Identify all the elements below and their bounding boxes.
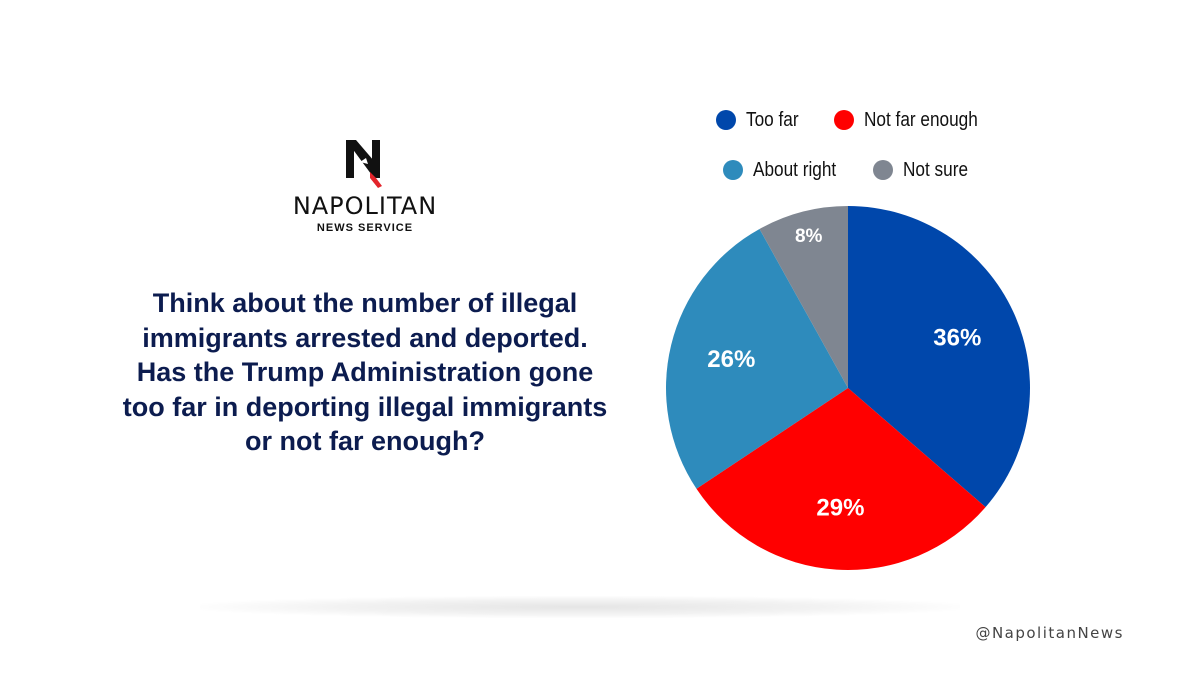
legend-swatch — [716, 110, 736, 130]
pie-data-label: 29% — [816, 494, 864, 521]
card-shadow — [200, 596, 960, 618]
pie-slice-not-far-enough — [696, 388, 986, 570]
legend-label: Not sure — [903, 158, 969, 181]
legend-label: About right — [753, 158, 837, 181]
survey-question: Think about the number of illegal immigr… — [122, 288, 608, 456]
pie-slice-not-sure — [759, 206, 848, 388]
legend-item-too-far: Too far — [716, 105, 807, 135]
napolitan-n-mark-icon — [346, 140, 382, 188]
legend-item-not-far-enough: Not far enough — [834, 105, 996, 135]
pie-data-label: 36% — [933, 325, 981, 352]
logo-wordmark: NAPOLITAN — [292, 192, 438, 220]
legend-swatch — [723, 160, 743, 180]
pie-data-label: 26% — [707, 346, 755, 373]
legend-item-not-sure: Not sure — [873, 155, 979, 185]
pie-slice-too-far — [848, 206, 1030, 508]
legend-swatch — [834, 110, 854, 130]
logo-subtitle: NEWS SERVICE — [316, 222, 414, 234]
pie-data-label: 8% — [795, 226, 823, 247]
legend-swatch — [873, 160, 893, 180]
legend-label: Not far enough — [864, 108, 978, 131]
pie-slice-about-right — [665, 228, 848, 489]
legend-label: Too far — [746, 108, 799, 131]
napolitan-logo: NAPOLITAN NEWS SERVICE — [280, 138, 450, 238]
legend-item-about-right: About right — [723, 155, 850, 185]
social-handle: @NapolitanNews — [975, 624, 1124, 642]
